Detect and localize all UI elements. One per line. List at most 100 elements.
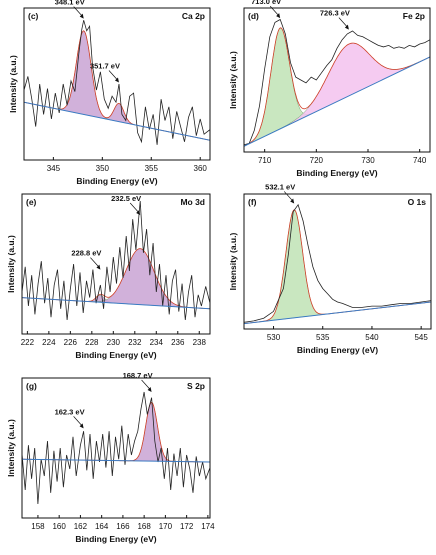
annotation-arrowhead bbox=[96, 264, 101, 270]
peak-annotation: 228.8 eV bbox=[71, 249, 101, 258]
x-tick-label: 360 bbox=[194, 164, 208, 173]
x-tick-label: 350 bbox=[96, 164, 110, 173]
annotation-arrowhead bbox=[136, 210, 141, 215]
panel-label: (g) bbox=[26, 381, 37, 391]
plot-frame bbox=[21, 193, 211, 335]
x-tick-label: 222 bbox=[21, 338, 35, 347]
x-tick-label: 234 bbox=[150, 338, 164, 347]
x-tick-label: 740 bbox=[413, 156, 427, 165]
annotation-arrowhead bbox=[79, 13, 84, 19]
annotation-arrowhead bbox=[276, 13, 281, 19]
plot-frame bbox=[23, 7, 211, 161]
x-tick-label: 540 bbox=[365, 333, 379, 342]
raw-spectrum-line bbox=[244, 18, 430, 146]
annotation-arrowhead bbox=[344, 24, 349, 30]
x-tick-label: 345 bbox=[47, 164, 61, 173]
x-axis-label: Binding Energy (eV) bbox=[76, 176, 157, 186]
x-tick-label: 226 bbox=[64, 338, 78, 347]
peak-fit-2 bbox=[99, 103, 139, 126]
envelope-line bbox=[22, 401, 210, 463]
element-label: Fe 2p bbox=[403, 11, 425, 21]
panel-e: 222 224 226 228 230 232 234 236 238 Binding Energ… bbox=[6, 193, 211, 360]
x-axis-label: Binding Energy (eV) bbox=[296, 168, 377, 178]
plot-area bbox=[24, 20, 210, 145]
x-axis-label: Binding Energy (eV) bbox=[75, 534, 156, 544]
annotation-arrowhead bbox=[290, 198, 295, 204]
raw-spectrum-line bbox=[24, 20, 210, 145]
x-tick-label: 168 bbox=[137, 522, 151, 531]
envelope-line bbox=[244, 27, 430, 147]
peak-annotation: 713.0 eV bbox=[251, 0, 281, 6]
panel-label: (f) bbox=[248, 197, 257, 207]
annotation-arrow bbox=[283, 191, 294, 202]
x-tick-label: 720 bbox=[310, 156, 324, 165]
x-tick-label: 158 bbox=[31, 522, 45, 531]
x-tick-label: 710 bbox=[258, 156, 272, 165]
x-axis-label: Binding Energy (eV) bbox=[75, 350, 156, 360]
peak-annotation: 348.1 eV bbox=[55, 0, 85, 7]
element-label: Ca 2p bbox=[182, 11, 205, 21]
annotation-arrow bbox=[108, 70, 119, 81]
x-tick-label: 238 bbox=[193, 338, 207, 347]
y-axis-label: Intensity (a.u.) bbox=[228, 51, 238, 109]
x-tick-label: 170 bbox=[159, 522, 173, 531]
y-axis-label: Intensity (a.u.) bbox=[8, 55, 18, 113]
x-tick-label: 162 bbox=[74, 522, 88, 531]
x-tick-label: 160 bbox=[52, 522, 66, 531]
background-line bbox=[22, 297, 210, 310]
panel-f: 530 535 540 545 Binding Energy (eV) Intensity… bbox=[228, 182, 432, 355]
x-tick-label: 355 bbox=[145, 164, 159, 173]
peak-annotation: 532.1 eV bbox=[265, 182, 295, 191]
raw-spectrum-line bbox=[22, 391, 210, 505]
annotation-arrow bbox=[338, 17, 349, 28]
x-tick-label: 730 bbox=[361, 156, 375, 165]
plot-frame bbox=[243, 7, 431, 153]
panel-label: (c) bbox=[28, 11, 39, 21]
raw-spectrum-line bbox=[22, 200, 210, 321]
peak-annotation: 168.7 eV bbox=[123, 371, 153, 380]
x-tick-label: 535 bbox=[316, 333, 330, 342]
plot-area bbox=[22, 200, 210, 321]
x-tick-label: 172 bbox=[180, 522, 194, 531]
plot-area bbox=[244, 203, 431, 325]
panel-c: 345 350 355 360 Binding Energy (eV) Intensity… bbox=[8, 0, 211, 186]
y-axis-label: Intensity (a.u.) bbox=[6, 235, 16, 293]
panel-label: (e) bbox=[26, 197, 37, 207]
background-line bbox=[22, 458, 210, 463]
x-axis-label: Binding Energy (eV) bbox=[297, 345, 378, 355]
x-tick-label: 228 bbox=[85, 338, 99, 347]
peak-annotation: 351.7 eV bbox=[90, 61, 120, 70]
element-label: S 2p bbox=[187, 381, 205, 391]
plot-frame bbox=[21, 377, 211, 519]
peak-fit-1 bbox=[54, 30, 114, 121]
peak-annotation: 162.3 eV bbox=[55, 407, 85, 416]
annotation-arrowhead bbox=[114, 77, 119, 83]
x-tick-label: 174 bbox=[201, 522, 215, 531]
element-label: Mo 3d bbox=[180, 197, 205, 207]
panel-d: 710 720 730 740 Binding Energy (eV) Intensity… bbox=[228, 0, 431, 178]
x-tick-label: 224 bbox=[42, 338, 56, 347]
y-axis-label: Intensity (a.u.) bbox=[6, 419, 16, 477]
plot-area bbox=[244, 18, 430, 147]
element-label: O 1s bbox=[408, 197, 427, 207]
annotation-arrow bbox=[73, 416, 83, 427]
panel-g: 158 160 162 164 166 168 170 172 174 Binding Energ… bbox=[6, 371, 215, 544]
background-line bbox=[244, 56, 430, 147]
annotation-arrow bbox=[141, 379, 151, 391]
x-tick-label: 166 bbox=[116, 522, 130, 531]
peak-annotation: 726.3 eV bbox=[320, 9, 350, 18]
annotation-arrow bbox=[269, 5, 280, 17]
background-line bbox=[244, 301, 431, 325]
annotation-arrowhead bbox=[79, 423, 84, 429]
background-line bbox=[24, 101, 210, 141]
x-tick-label: 530 bbox=[267, 333, 281, 342]
envelope-line bbox=[244, 209, 431, 324]
x-tick-label: 232 bbox=[128, 338, 142, 347]
annotation-arrow bbox=[129, 202, 140, 214]
x-tick-label: 164 bbox=[95, 522, 109, 531]
x-tick-label: 230 bbox=[107, 338, 121, 347]
x-tick-label: 545 bbox=[414, 333, 428, 342]
peak-fit-1 bbox=[260, 209, 328, 322]
peak-annotation: 232.5 eV bbox=[111, 194, 141, 203]
